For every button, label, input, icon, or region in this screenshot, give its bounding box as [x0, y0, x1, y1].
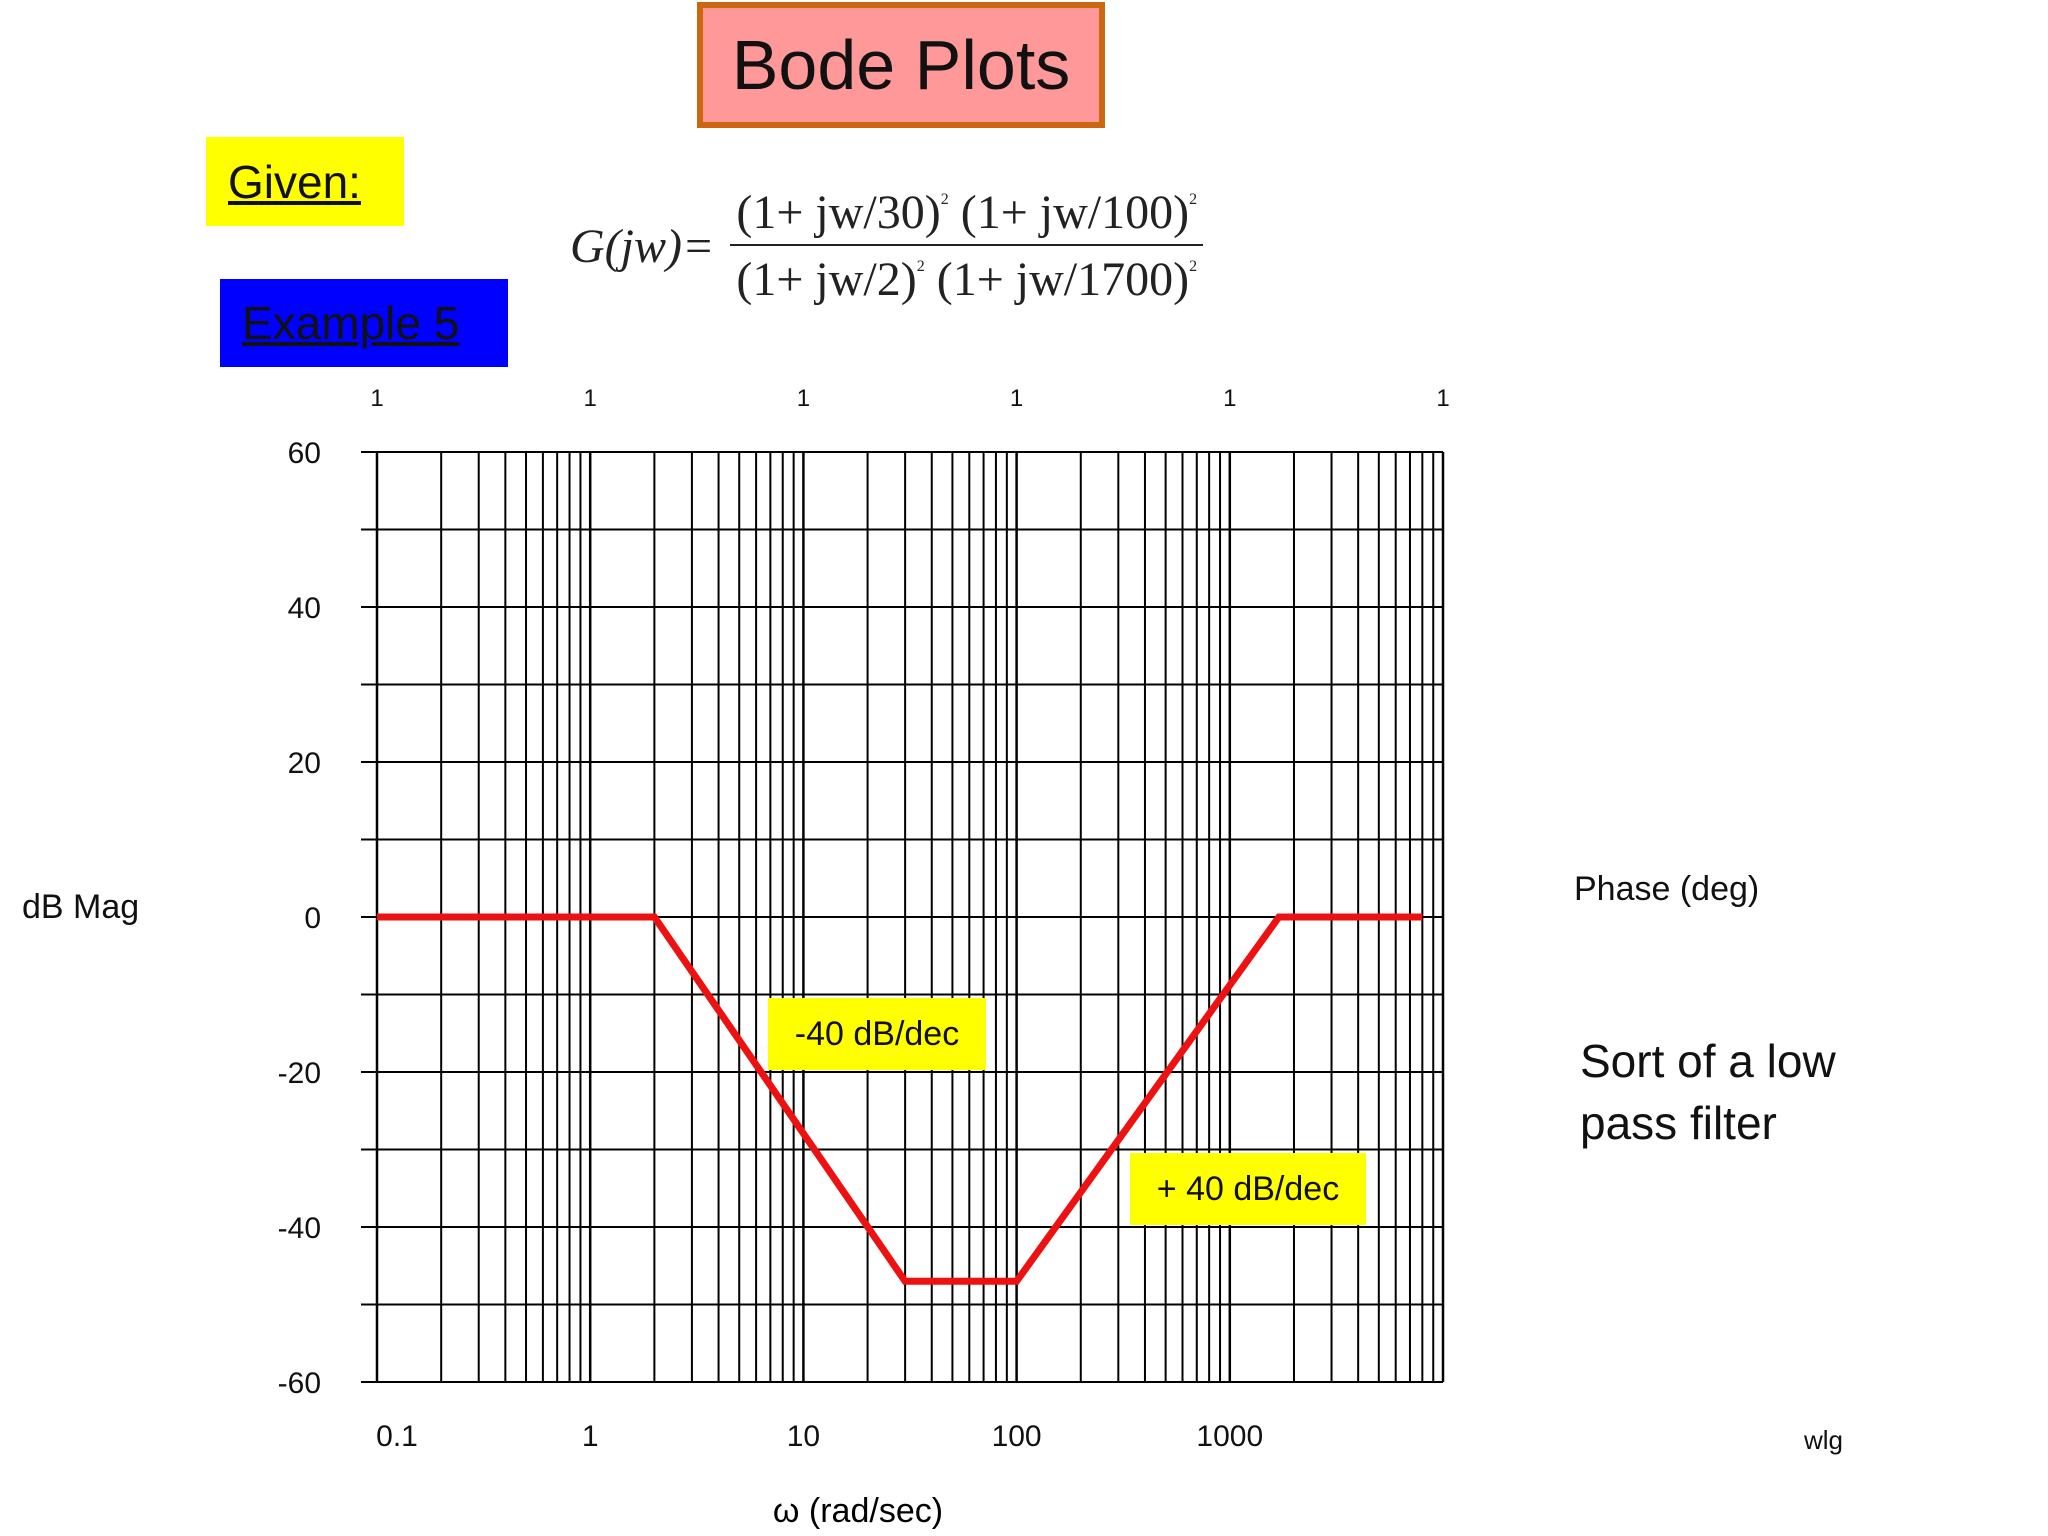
slope-label-up: + 40 dB/dec — [1130, 1153, 1366, 1225]
top-scale-label: 1 — [1223, 385, 1236, 412]
y-tick-label: 20 — [288, 747, 321, 780]
formula-lhs: G(jw)= — [570, 219, 715, 273]
numerator-factor: (1+ jw/30) — [736, 186, 941, 239]
x-tick-label: 1000 — [1196, 1420, 1263, 1453]
y-tick-label: 0 — [304, 902, 321, 935]
y-tick-label: -60 — [278, 1367, 321, 1400]
right-axis-title: Phase (deg) — [1574, 870, 1760, 908]
top-scale-label: 1 — [370, 385, 383, 412]
denominator-factor: (1+ jw/2) — [736, 253, 917, 306]
top-scale-label: 1 — [1436, 385, 1449, 412]
given-label: Given: — [206, 137, 404, 226]
formula-fraction: (1+ jw/30)2 (1+ jw/100)2 (1+ jw/2)2 (1+ … — [730, 185, 1204, 307]
left-axis-title: dB Mag — [22, 888, 140, 926]
slope-label-down: -40 dB/dec — [768, 998, 986, 1070]
transfer-function-formula: G(jw)= (1+ jw/30)2 (1+ jw/100)2 (1+ jw/2… — [570, 185, 1204, 307]
author-tag: wlg — [1804, 1425, 1844, 1455]
x-axis-label: ω (rad/sec) — [773, 1492, 943, 1530]
denominator-exponent: 2 — [1189, 258, 1198, 275]
numerator-exponent: 2 — [1189, 191, 1198, 208]
filter-note: Sort of a low pass filter — [1580, 1035, 1836, 1149]
chart-ticks: 60 40 20 0 -20 -40 -60 0.1 1 10 100 1000 1 1 1 1 1 1 — [278, 385, 1450, 1453]
x-tick-label: 10 — [787, 1420, 820, 1453]
y-tick-label: -40 — [278, 1212, 321, 1245]
formula-denominator: (1+ jw/2)2 (1+ jw/1700)2 — [730, 246, 1203, 307]
example-label: Example 5 — [220, 279, 508, 367]
page-title: Bode Plots — [697, 2, 1105, 128]
formula-numerator: (1+ jw/30)2 (1+ jw/100)2 — [730, 185, 1204, 246]
y-tick-label: -20 — [278, 1057, 321, 1090]
magnitude-curve — [377, 913, 1423, 1285]
x-tick-label: 0.1 — [376, 1420, 418, 1453]
top-scale-label: 1 — [1010, 385, 1023, 412]
denominator-exponent: 2 — [916, 258, 925, 275]
chart-series — [377, 913, 1423, 1285]
numerator-factor: (1+ jw/100) — [960, 186, 1190, 239]
x-tick-label: 100 — [992, 1420, 1042, 1453]
y-tick-label: 60 — [288, 437, 321, 470]
top-scale-label: 1 — [797, 385, 810, 412]
denominator-factor: (1+ jw/1700) — [936, 253, 1190, 306]
top-scale-label: 1 — [584, 385, 597, 412]
y-tick-label: 40 — [288, 592, 321, 625]
x-tick-label: 1 — [582, 1420, 599, 1453]
numerator-exponent: 2 — [940, 191, 949, 208]
